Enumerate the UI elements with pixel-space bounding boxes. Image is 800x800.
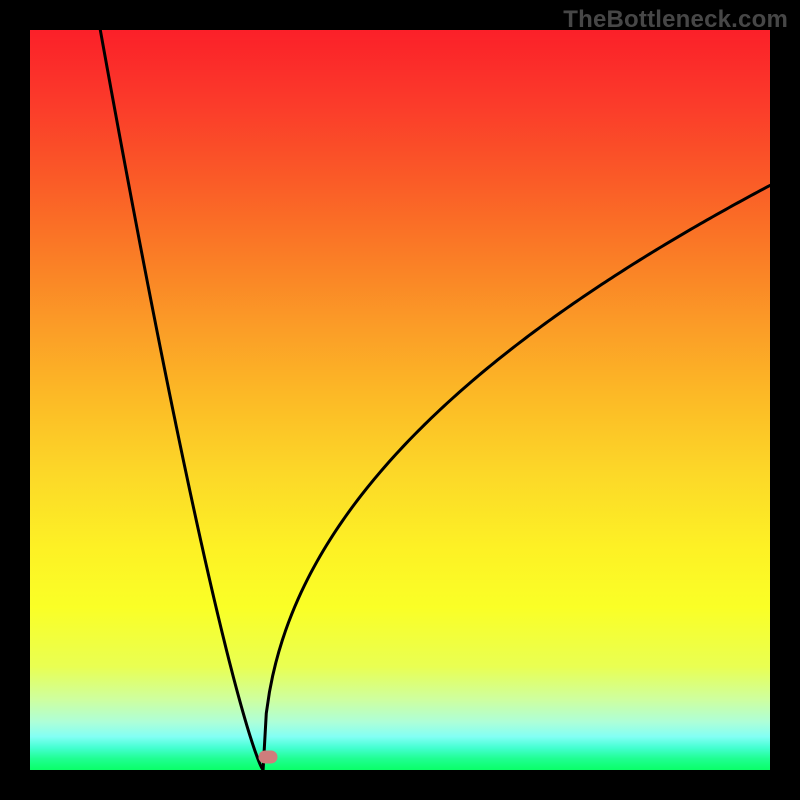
chart-svg	[30, 30, 770, 770]
minimum-marker	[258, 751, 277, 764]
plot-area	[30, 30, 770, 770]
watermark-text: TheBottleneck.com	[563, 6, 788, 34]
gradient-background	[30, 30, 770, 770]
chart-frame: TheBottleneck.com	[0, 0, 800, 800]
